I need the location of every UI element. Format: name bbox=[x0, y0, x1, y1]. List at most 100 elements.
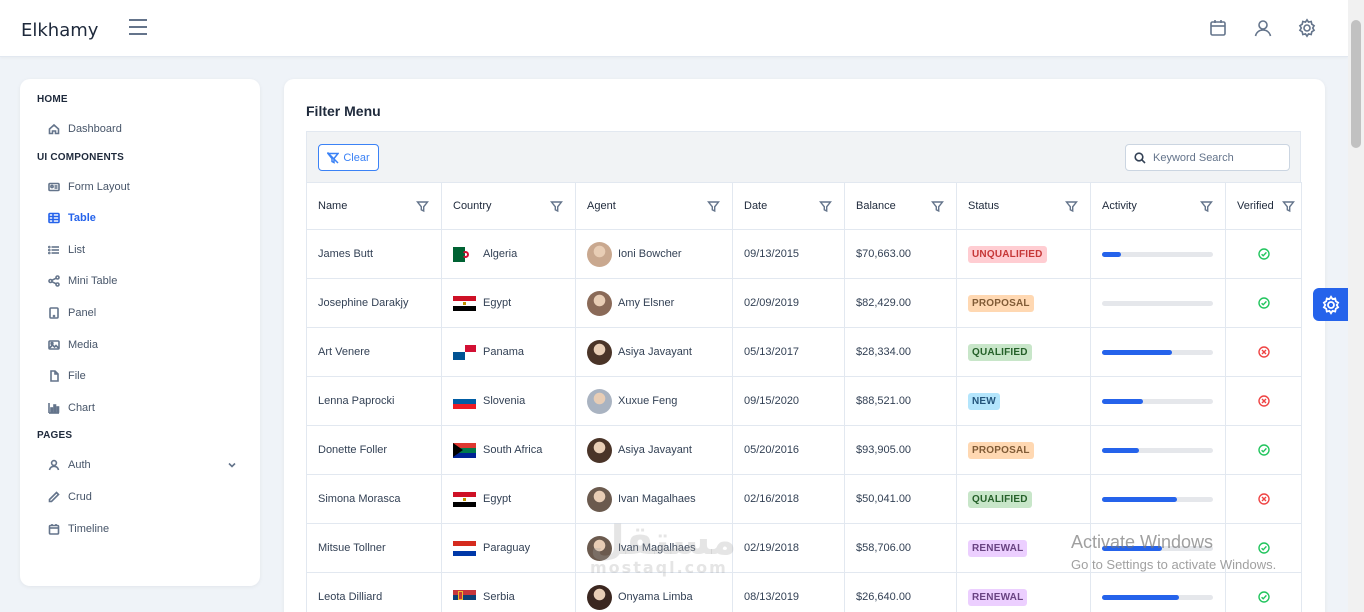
config-gear-button[interactable] bbox=[1313, 288, 1348, 321]
agent-avatar bbox=[587, 339, 612, 365]
sidebar-item-dashboard[interactable]: Dashboard bbox=[48, 118, 238, 140]
country-flag-icon bbox=[453, 491, 476, 507]
cell-country: Panama bbox=[441, 327, 576, 377]
column-header-balance[interactable]: Balance bbox=[844, 182, 957, 230]
cell-balance: $58,706.00 bbox=[844, 523, 957, 573]
cell-activity bbox=[1090, 474, 1226, 524]
sidebar-item-label: Table bbox=[68, 212, 96, 225]
cell-balance: $70,663.00 bbox=[844, 229, 957, 279]
sidebar-item-list[interactable]: List bbox=[48, 239, 238, 261]
status-badge: RENEWAL bbox=[968, 588, 1028, 606]
cell-agent: Xuxue Feng bbox=[575, 376, 733, 426]
cell-activity bbox=[1090, 327, 1226, 377]
settings-gear-icon[interactable] bbox=[1297, 18, 1319, 40]
status-badge: RENEWAL bbox=[968, 539, 1028, 557]
chevron-down-icon[interactable] bbox=[226, 459, 238, 471]
cell-verified bbox=[1225, 327, 1302, 377]
cell-activity bbox=[1090, 572, 1226, 612]
activity-bar bbox=[1102, 545, 1213, 551]
column-filter-icon[interactable] bbox=[931, 200, 944, 213]
windows-activation-notice: Activate Windows Go to Settings to activ… bbox=[1071, 532, 1276, 572]
calendar-icon[interactable] bbox=[1208, 18, 1230, 40]
country-label: Egypt bbox=[483, 297, 512, 309]
scrollbar-thumb[interactable] bbox=[1351, 20, 1361, 148]
sidebar-item-media[interactable]: Media bbox=[48, 334, 238, 356]
table-row[interactable]: Simona Morasca Egypt Ivan Magalhaes 02/16/2… bbox=[306, 474, 1302, 524]
column-header-agent[interactable]: Agent bbox=[575, 182, 733, 230]
cell-activity bbox=[1090, 523, 1226, 573]
keyword-search[interactable] bbox=[1125, 144, 1290, 171]
check-circle-icon bbox=[1257, 444, 1270, 456]
table-row[interactable]: Leota Dilliard Serbia Onyama Limba 08/13/20… bbox=[306, 572, 1302, 612]
page-scrollbar[interactable] bbox=[1348, 0, 1364, 612]
column-filter-icon[interactable] bbox=[819, 200, 832, 213]
agent-label: Ivan Magalhaes bbox=[618, 493, 696, 505]
check-circle-icon bbox=[1257, 248, 1270, 260]
activity-bar bbox=[1102, 251, 1213, 257]
column-filter-icon[interactable] bbox=[1065, 200, 1078, 213]
sidebar-section-label: HOME bbox=[37, 94, 68, 105]
sidebar-item-label: Panel bbox=[68, 307, 97, 319]
table-row[interactable]: Art Venere Panama Asiya Javayant 05/13/2017… bbox=[306, 327, 1302, 377]
country-label: Egypt bbox=[483, 493, 512, 505]
table-row[interactable]: Donette Foller South Africa Asiya Javayant… bbox=[306, 425, 1302, 475]
sidebar-item-table[interactable]: Table bbox=[48, 207, 238, 229]
column-header-activity[interactable]: Activity bbox=[1090, 182, 1226, 230]
watermark-sub: mostaql.com bbox=[590, 558, 728, 577]
table-row[interactable]: Lenna Paprocki Slovenia Xuxue Feng 09/15/20… bbox=[306, 376, 1302, 426]
hamburger-menu-icon[interactable] bbox=[129, 19, 151, 39]
cell-verified bbox=[1225, 278, 1302, 328]
activity-bar bbox=[1102, 349, 1213, 355]
table-row[interactable]: Mitsue Tollner Paraguay Ivan Magalhaes 02/1… bbox=[306, 523, 1302, 573]
column-filter-icon[interactable] bbox=[416, 200, 429, 213]
cell-status: PROPOSAL bbox=[956, 278, 1091, 328]
column-filter-icon[interactable] bbox=[1282, 200, 1295, 213]
column-header-country[interactable]: Country bbox=[441, 182, 576, 230]
table-row[interactable]: James Butt Algeria Ioni Bowcher 09/13/2015 $… bbox=[306, 229, 1302, 279]
times-circle-icon bbox=[1257, 346, 1270, 358]
cell-agent: Asiya Javayant bbox=[575, 425, 733, 475]
column-filter-icon[interactable] bbox=[550, 200, 563, 213]
column-filter-icon[interactable] bbox=[707, 200, 720, 213]
sidebar-item-chart[interactable]: Chart bbox=[48, 397, 238, 419]
sidebar-item-timeline[interactable]: Timeline bbox=[48, 518, 238, 540]
activity-bar-fill bbox=[1102, 545, 1162, 551]
cell-agent: Ivan Magalhaes bbox=[575, 523, 733, 573]
table-row[interactable]: Josephine Darakjy Egypt Amy Elsner 02/09/20… bbox=[306, 278, 1302, 328]
sidebar-item-crud[interactable]: Crud bbox=[48, 486, 238, 508]
cell-date: 09/15/2020 bbox=[732, 376, 845, 426]
cell-activity bbox=[1090, 229, 1226, 279]
cell-agent: Onyama Limba bbox=[575, 572, 733, 612]
search-icon bbox=[1134, 152, 1146, 164]
cell-activity bbox=[1090, 278, 1226, 328]
cell-agent: Asiya Javayant bbox=[575, 327, 733, 377]
app-title[interactable]: Elkhamy bbox=[21, 20, 99, 41]
sidebar-item-file[interactable]: File bbox=[48, 365, 238, 387]
activity-bar-fill bbox=[1102, 496, 1178, 502]
user-icon[interactable] bbox=[1253, 18, 1275, 40]
agent-avatar bbox=[587, 388, 612, 414]
clear-filter-button[interactable]: Clear bbox=[318, 144, 379, 171]
keyword-search-input[interactable] bbox=[1153, 150, 1283, 166]
cell-balance: $82,429.00 bbox=[844, 278, 957, 328]
column-header-verified[interactable]: Verified bbox=[1225, 182, 1302, 230]
sidebar-item-mini-table[interactable]: Mini Table bbox=[48, 270, 238, 292]
cell-status: NEW bbox=[956, 376, 1091, 426]
sidebar-item-auth[interactable]: Auth bbox=[48, 454, 238, 476]
sidebar-item-form-layout[interactable]: Form Layout bbox=[48, 176, 238, 198]
cell-verified bbox=[1225, 425, 1302, 475]
cell-country: Egypt bbox=[441, 278, 576, 328]
check-circle-icon bbox=[1257, 542, 1270, 554]
column-header-name[interactable]: Name bbox=[306, 182, 442, 230]
column-header-status[interactable]: Status bbox=[956, 182, 1091, 230]
column-header-date[interactable]: Date bbox=[732, 182, 845, 230]
cell-country: Paraguay bbox=[441, 523, 576, 573]
status-badge: NEW bbox=[968, 392, 1000, 410]
agent-avatar bbox=[587, 535, 612, 561]
column-filter-icon[interactable] bbox=[1200, 200, 1213, 213]
status-badge: QUALIFIED bbox=[968, 343, 1032, 361]
calendar-icon bbox=[48, 523, 60, 535]
cell-date: 05/13/2017 bbox=[732, 327, 845, 377]
sidebar-item-panel[interactable]: Panel bbox=[48, 302, 238, 324]
top-bar: Elkhamy bbox=[0, 0, 1348, 57]
